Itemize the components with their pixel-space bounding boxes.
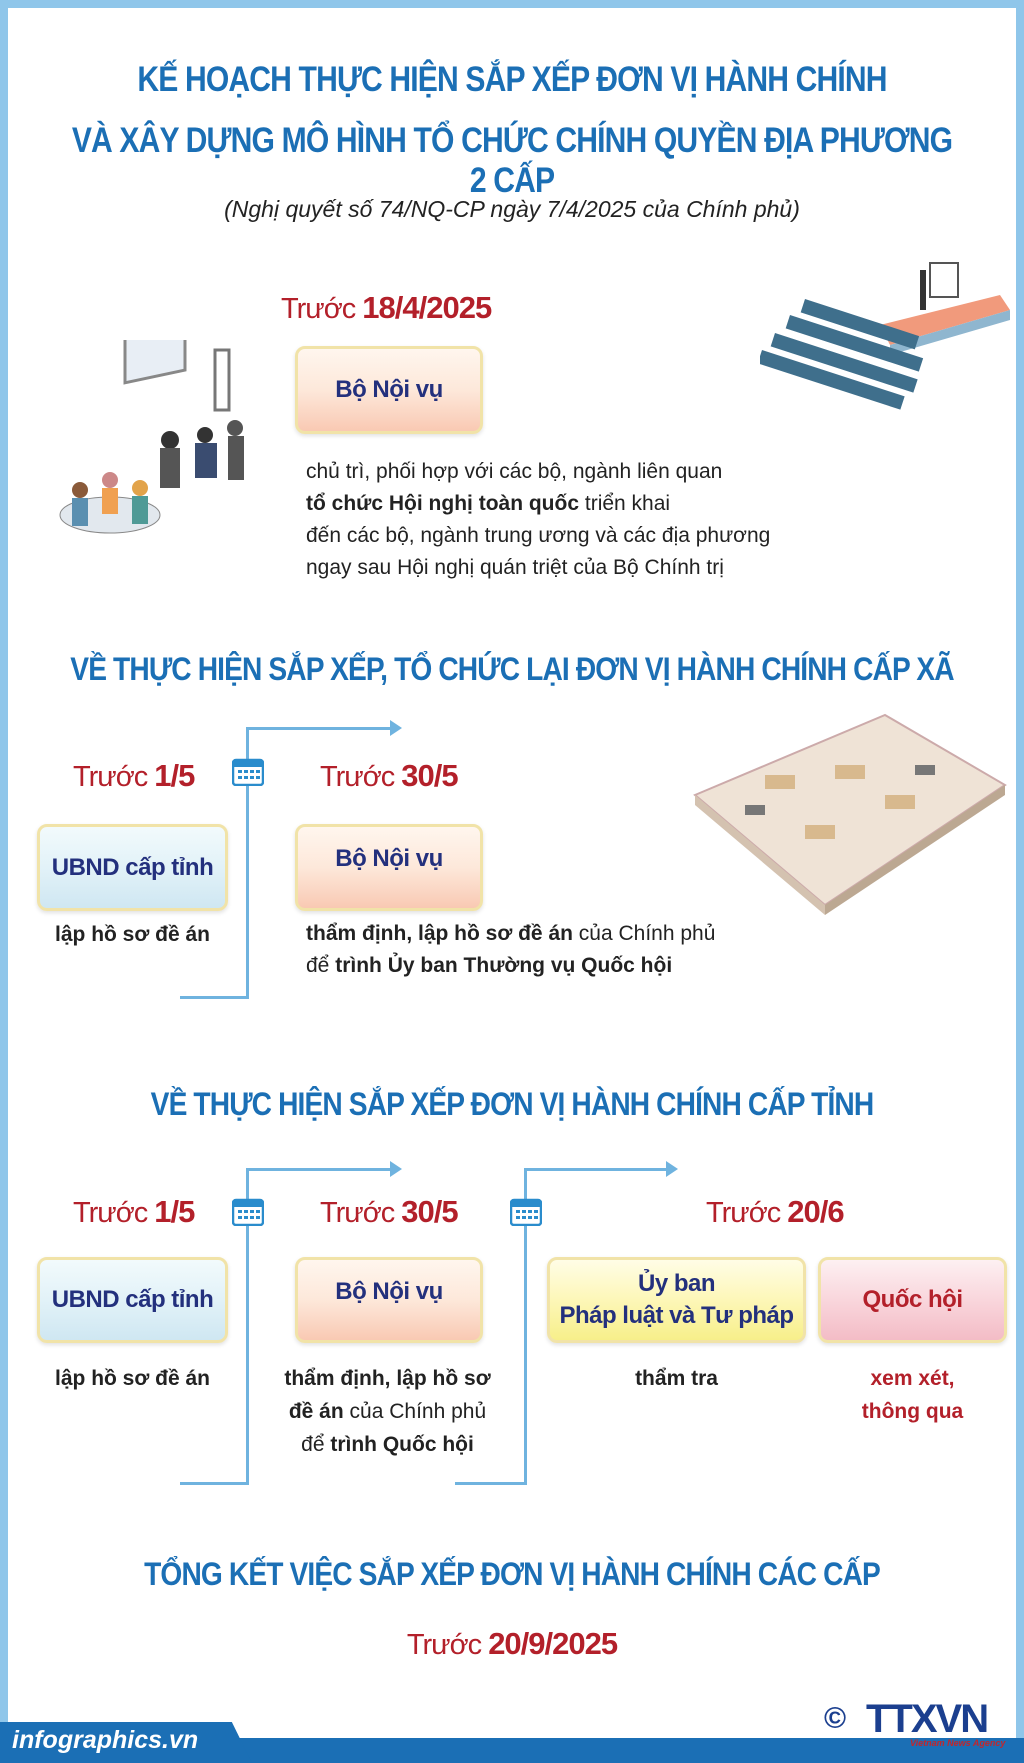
date-label: Trước 20/6	[706, 1194, 845, 1229]
org-box-bo-noi-vu: Bộ Nội vụ	[295, 346, 483, 434]
footer-site-tab	[0, 1722, 252, 1763]
calendar-icon	[232, 1198, 264, 1226]
footer-site-link[interactable]: infographics.vn	[12, 1726, 199, 1754]
meeting-illustration-icon	[59, 340, 244, 534]
ttxvn-logo: TTXVN	[866, 1697, 989, 1741]
org-box-bo-noi-vu: Bộ Nội vụ	[295, 1257, 483, 1343]
subtitle: (Nghị quyết số 74/NQ-CP ngày 7/4/2025 củ…	[224, 196, 800, 222]
org-box-ubnd: UBND cấp tỉnh	[37, 824, 228, 911]
arrow-right-icon	[390, 1161, 402, 1177]
timeline-connector	[524, 1168, 527, 1485]
date-label: Trước 1/5	[73, 1194, 195, 1229]
date-label: Trước 30/5	[320, 1194, 459, 1229]
timeline-connector	[246, 727, 249, 999]
org-box-ubnd: UBND cấp tỉnh	[37, 1257, 228, 1343]
date-label: Trước 20/9/2025	[406, 1626, 618, 1661]
arrow-right-icon	[666, 1161, 678, 1177]
task-description: xem xét, thông qua	[861, 1367, 964, 1423]
task-description: thẩm định, lập hồ sơ đề án của Chính phủ…	[284, 1367, 491, 1456]
arrow-right-icon	[390, 720, 402, 736]
section-title-summary: TỔNG KẾT VIỆC SẮP XẾP ĐƠN VỊ HÀNH CHÍNH …	[144, 1556, 881, 1592]
calendar-icon	[232, 758, 264, 786]
calendar-icon	[510, 1198, 542, 1226]
conference-illustration-icon	[760, 262, 1010, 410]
org-box-uy-ban-phap-luat: Ủy ban Pháp luật và Tư pháp	[547, 1257, 806, 1343]
office-illustration-icon	[693, 713, 1007, 915]
main-title-line2: VÀ XÂY DỰNG MÔ HÌNH TỔ CHỨC CHÍNH QUYỀN …	[71, 121, 953, 200]
main-title-line1: KẾ HOẠCH THỰC HIỆN SẮP XẾP ĐƠN VỊ HÀNH C…	[137, 60, 887, 99]
date-label: Trước 1/5	[73, 758, 195, 793]
section-title-commune: VỀ THỰC HIỆN SẮP XẾP, TỔ CHỨC LẠI ĐƠN VỊ…	[70, 651, 954, 687]
task-description: lập hồ sơ đề án	[55, 923, 210, 946]
date-label: Trước 30/5	[320, 758, 459, 793]
org-box-quoc-hoi: Quốc hội	[818, 1257, 1007, 1343]
step1-description: chủ trì, phối hợp với các bộ, ngành liên…	[306, 460, 771, 579]
copyright-icon: ©	[824, 1702, 847, 1735]
date-label: Trước 18/4/2025	[281, 290, 492, 325]
task-description: thẩm định, lập hồ sơ đề án của Chính phủ…	[306, 922, 716, 977]
task-description: lập hồ sơ đề án	[55, 1367, 210, 1390]
ttxvn-logo-subtitle: Vietnam News Agency	[910, 1738, 1006, 1748]
task-description: thẩm tra	[635, 1367, 718, 1390]
timeline-connector	[246, 1168, 249, 1485]
org-box-bo-noi-vu: Bộ Nội vụ	[295, 824, 483, 911]
section-title-province: VỀ THỰC HIỆN SẮP XẾP ĐƠN VỊ HÀNH CHÍNH C…	[150, 1086, 875, 1122]
